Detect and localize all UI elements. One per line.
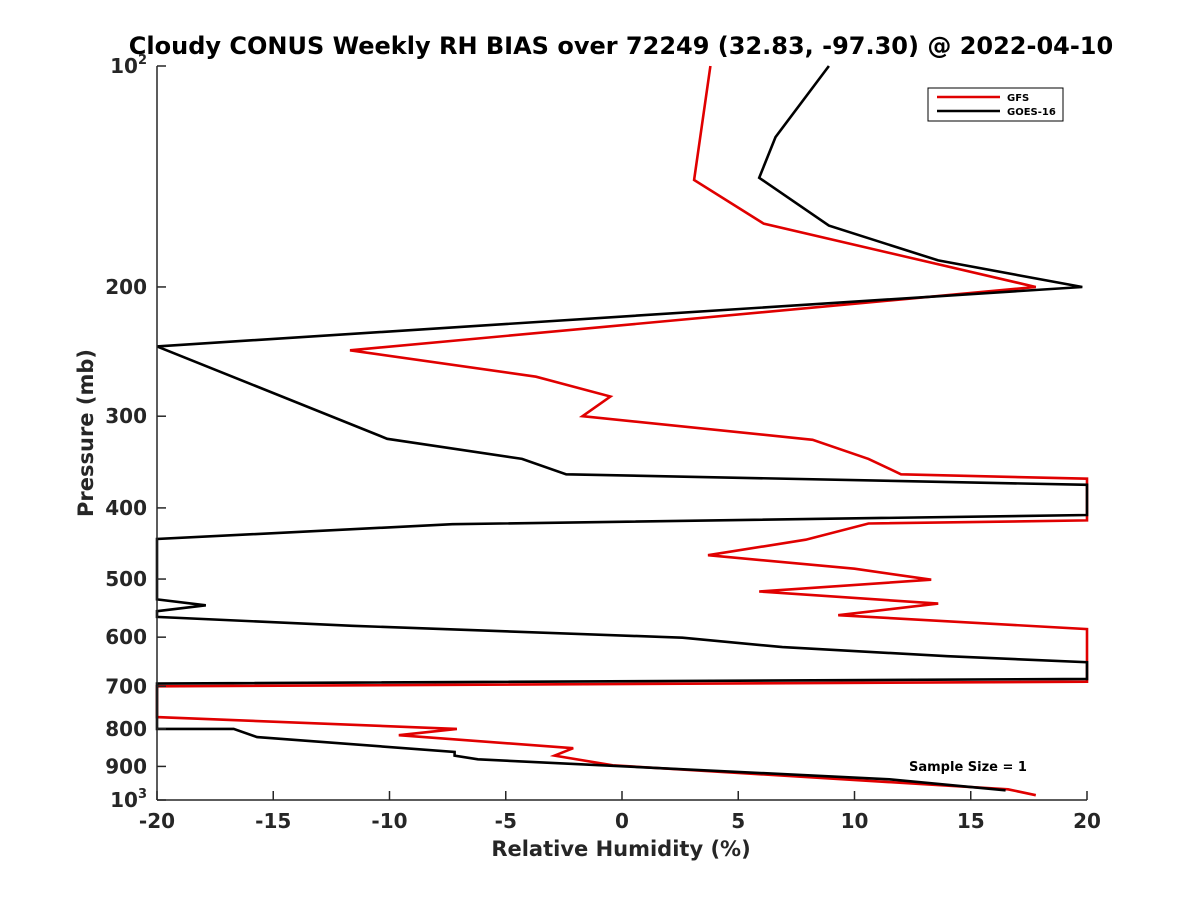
x-axis-label: Relative Humidity (%) xyxy=(491,837,750,861)
y-tick-label: 102 xyxy=(110,53,147,78)
legend-label-goes-16: GOES-16 xyxy=(1007,107,1056,118)
x-tick-label: -20 xyxy=(139,809,175,833)
y-tick-label: 600 xyxy=(105,625,147,649)
legend-box xyxy=(927,87,1064,122)
y-tick-label: 103 xyxy=(110,787,147,812)
x-tick-label: 10 xyxy=(841,809,869,833)
x-tick-label: 0 xyxy=(615,809,629,833)
sample-size-annotation: Sample Size = 1 xyxy=(909,760,1027,775)
plot-area xyxy=(157,66,1087,800)
series-line-gfs xyxy=(155,65,1089,797)
x-tick-label: 20 xyxy=(1073,809,1101,833)
y-tick-label: 800 xyxy=(105,717,147,741)
chart-title: Cloudy CONUS Weekly RH BIAS over 72249 (… xyxy=(129,32,1113,60)
y-tick-label: 300 xyxy=(105,404,147,428)
y-axis-ticks: 102 200 300 400 500 600 700 800 900 103 xyxy=(105,53,166,812)
y-tick-label: 200 xyxy=(105,275,147,299)
y-tick-label: 500 xyxy=(105,567,147,591)
axes-background xyxy=(157,66,1087,800)
x-tick-label: -10 xyxy=(371,809,407,833)
legend: GFS GOES-16 xyxy=(927,87,1064,122)
x-tick-label: 15 xyxy=(957,809,985,833)
y-tick-label: 700 xyxy=(105,674,147,698)
x-tick-label: 5 xyxy=(731,809,745,833)
x-tick-label: -5 xyxy=(495,809,517,833)
legend-label-gfs: GFS xyxy=(1007,93,1029,104)
y-tick-label: 400 xyxy=(105,496,147,520)
x-axis-ticks: -20 -15 -10 -5 0 5 10 15 20 xyxy=(139,791,1101,833)
y-tick-label: 900 xyxy=(105,754,147,778)
y-axis-label: Pressure (mb) xyxy=(74,349,98,517)
x-tick-label: -15 xyxy=(255,809,291,833)
